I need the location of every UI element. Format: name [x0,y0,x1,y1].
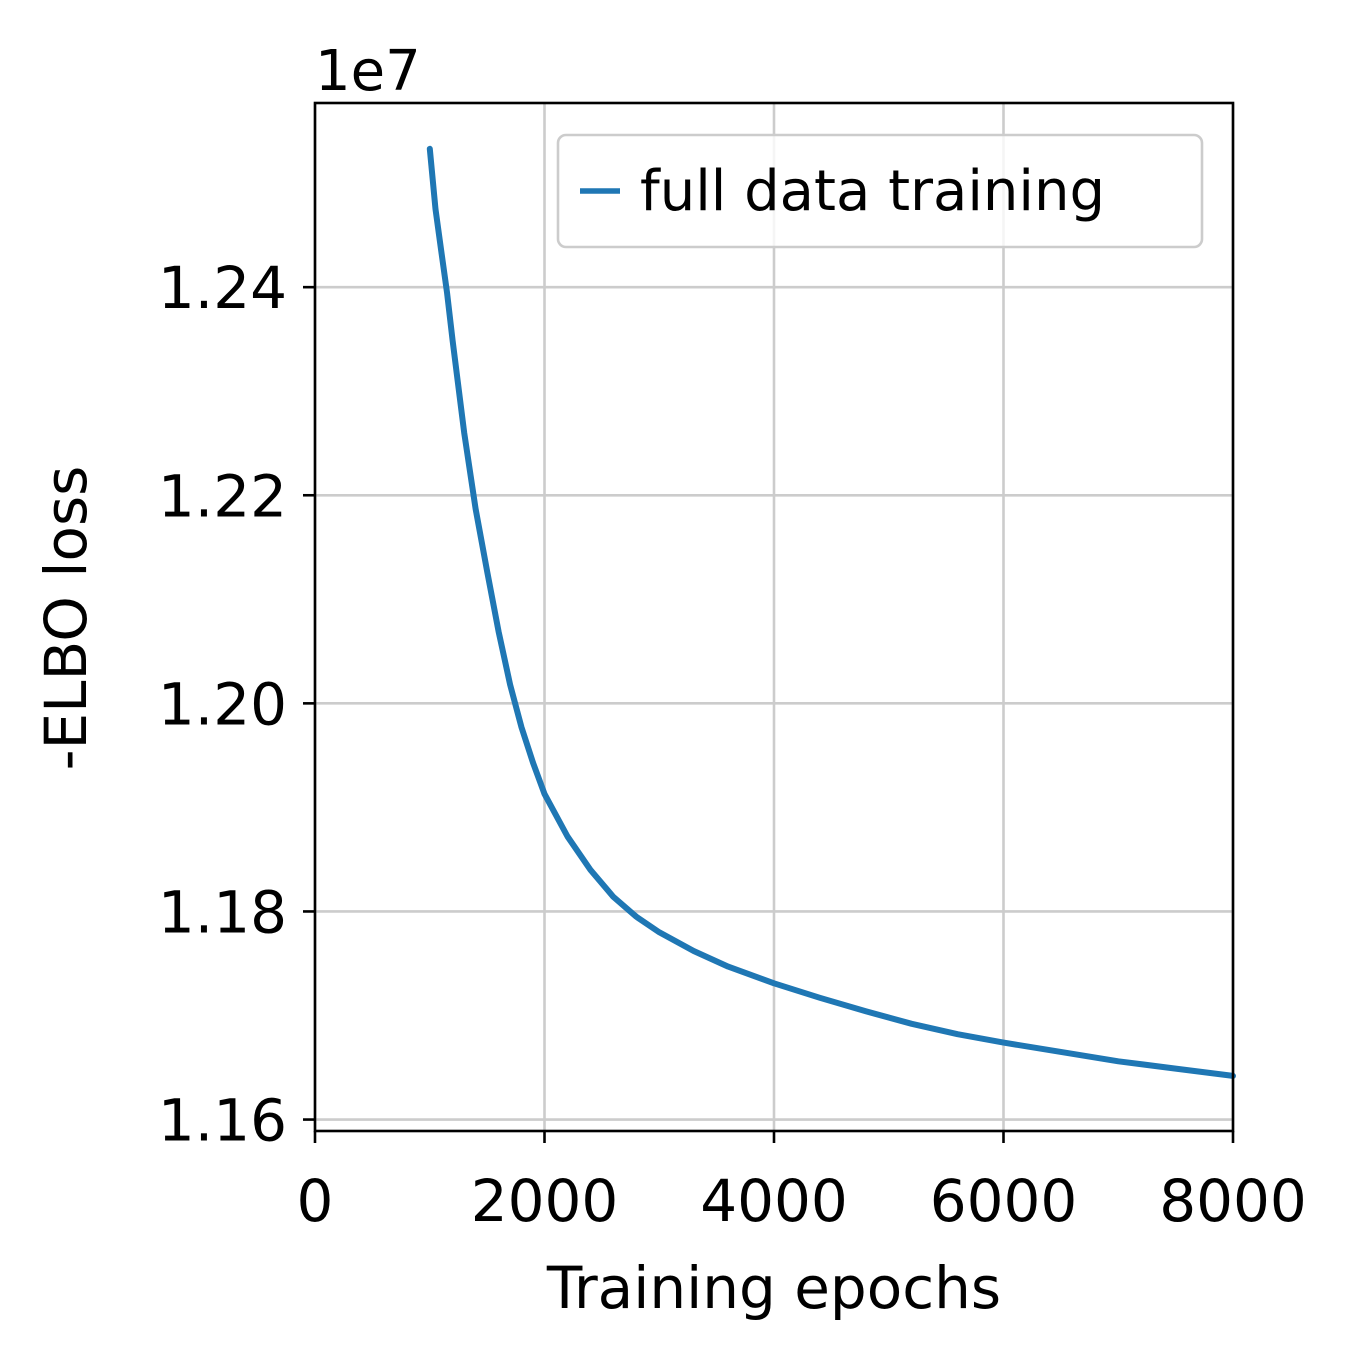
series-line-full-data-training [426,145,1236,1079]
y-tick-label: 1.24 [158,254,287,322]
x-axis-label: Training epochs [546,1254,1001,1322]
y-axis-label: -ELBO loss [32,466,100,771]
x-axis-ticks: 0 2000 4000 6000 8000 [297,1131,1307,1235]
y-axis-ticks: 1.16 1.18 1.20 1.22 1.24 [158,254,315,1155]
x-tick-label: 0 [297,1167,334,1235]
y-tick-label: 1.16 [158,1087,287,1155]
legend: full data training [556,133,1204,249]
y-tick-label: 1.22 [158,462,287,530]
grid-lines [313,103,1235,1131]
y-tick-label: 1.20 [158,670,287,738]
y-offset-label: 1e7 [315,39,421,104]
x-tick-label: 8000 [1159,1167,1307,1235]
x-tick-label: 2000 [471,1167,619,1235]
legend-box [556,133,1204,249]
legend-label-full-data-training: full data training [640,159,1105,224]
series-layer [426,145,1236,1079]
y-tick-label: 1.18 [158,878,287,946]
x-tick-label: 6000 [930,1167,1078,1235]
x-tick-label: 4000 [700,1167,848,1235]
